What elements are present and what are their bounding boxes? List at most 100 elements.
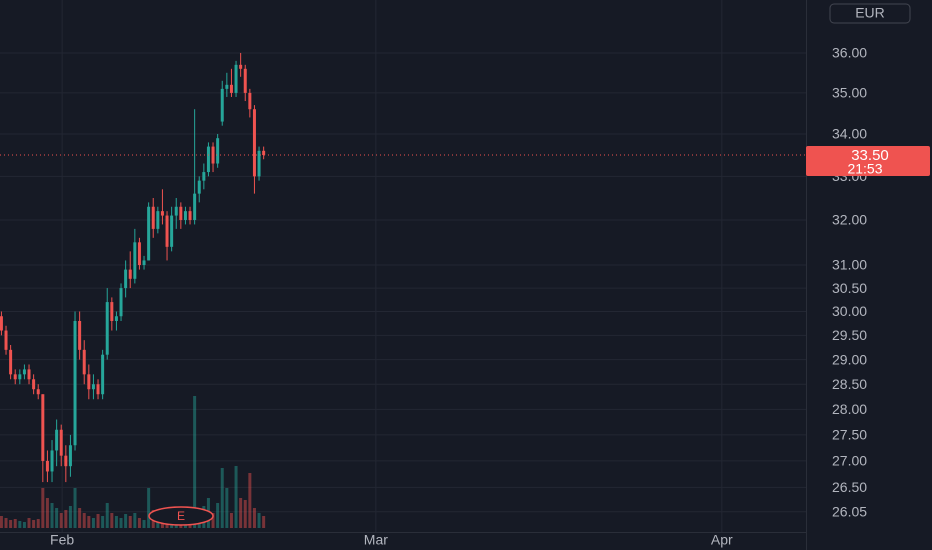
candle-body [133, 242, 137, 279]
volume-bar [22, 522, 26, 528]
candle-body [4, 330, 8, 350]
candle-body [174, 206, 178, 216]
candle-body [211, 146, 215, 164]
candle-body [137, 242, 141, 266]
candle-body [91, 384, 95, 390]
candle-body [229, 84, 233, 93]
candle-body [234, 64, 238, 93]
volume-bar [59, 513, 63, 528]
countdown: 21:53 [847, 161, 882, 177]
candle-body [36, 389, 40, 395]
volume-bar [110, 513, 114, 528]
volume-bar [248, 473, 252, 528]
volume-bar [18, 521, 22, 528]
volume-bar [55, 508, 59, 528]
volume-bar [78, 508, 82, 528]
volume-bar [216, 503, 220, 528]
candle-body [220, 88, 224, 122]
volume-bar [114, 516, 118, 528]
volume-bar [119, 518, 123, 528]
currency-box[interactable] [829, 3, 911, 24]
candle-body [165, 215, 169, 247]
candle-body [156, 211, 160, 229]
candle-body [45, 460, 49, 472]
volume-bar [101, 516, 105, 528]
y-tick-label: 34.00 [832, 126, 867, 142]
volume-bar [105, 503, 109, 528]
y-tick-label: 31.00 [832, 257, 867, 273]
candle-body [59, 429, 63, 456]
candle-body [105, 302, 109, 355]
candle-body [110, 302, 114, 321]
candle-body [248, 92, 252, 110]
volume-bar [4, 518, 8, 528]
candle-body [193, 193, 197, 220]
candle-body [262, 150, 266, 156]
volume-bar [234, 466, 238, 528]
axes: 26.05 26.50 27.00 27.50 28.00 28.50 29.00 29.50… [0, 45, 930, 548]
y-tick-label: 35.00 [832, 85, 867, 101]
candle-body [22, 369, 26, 375]
candle-body [82, 349, 86, 375]
candle-body [188, 211, 192, 220]
volume-bar [252, 508, 256, 528]
volume-bar [147, 488, 151, 528]
candle-body [252, 109, 256, 177]
y-tick-label: 27.00 [832, 453, 867, 469]
candle-body [73, 320, 77, 446]
volume-bar [41, 488, 45, 528]
candle-body [87, 374, 91, 390]
earnings-label[interactable]: E [177, 509, 185, 523]
volume-bar [91, 518, 95, 528]
candle-body [142, 260, 146, 266]
candle-body [96, 384, 100, 395]
candle-body [124, 269, 128, 289]
candle-body [147, 206, 151, 261]
y-tick-label: 29.50 [832, 327, 867, 343]
candle-body [206, 146, 210, 173]
volume-bar [27, 518, 31, 528]
candle-body [41, 394, 45, 461]
earnings-marker[interactable] [148, 506, 214, 526]
candle-body [216, 138, 220, 164]
candle-body [202, 172, 206, 181]
candle-body [128, 269, 132, 279]
grid [0, 0, 806, 532]
y-tick-label: 32.00 [832, 212, 867, 228]
x-tick-label: Mar [364, 532, 388, 548]
candle-body [9, 349, 13, 375]
volume-bar [142, 520, 146, 528]
candle-body [119, 288, 123, 317]
candle-body [78, 320, 82, 350]
candle-body [239, 64, 243, 69]
candle-body [179, 206, 183, 220]
y-tick-label: 28.00 [832, 401, 867, 417]
x-tick-label: Feb [50, 532, 74, 548]
candle-body [101, 354, 105, 395]
volume-bar [32, 520, 36, 528]
volume-bar [239, 498, 243, 528]
y-tick-label: 30.00 [832, 303, 867, 319]
candle-body [151, 206, 155, 229]
volume-bar [96, 514, 100, 528]
y-tick-label: 28.50 [832, 376, 867, 392]
candle-body [50, 450, 54, 472]
candle-body [243, 68, 247, 93]
candle-body [183, 211, 187, 220]
y-tick-label: 30.50 [832, 280, 867, 296]
candle-body [114, 316, 118, 321]
last-price-box [806, 146, 930, 177]
volume-bar [211, 513, 215, 528]
currency[interactable]: EUR [855, 5, 885, 21]
volume-bar [257, 513, 261, 528]
candle-body [257, 150, 261, 177]
candle-body [13, 374, 17, 380]
candle-body [27, 369, 31, 380]
volume-bar [50, 503, 54, 528]
volume-bar [13, 519, 17, 528]
volume [0, 396, 266, 528]
candle-body [32, 379, 36, 390]
volume-bar [243, 500, 247, 528]
